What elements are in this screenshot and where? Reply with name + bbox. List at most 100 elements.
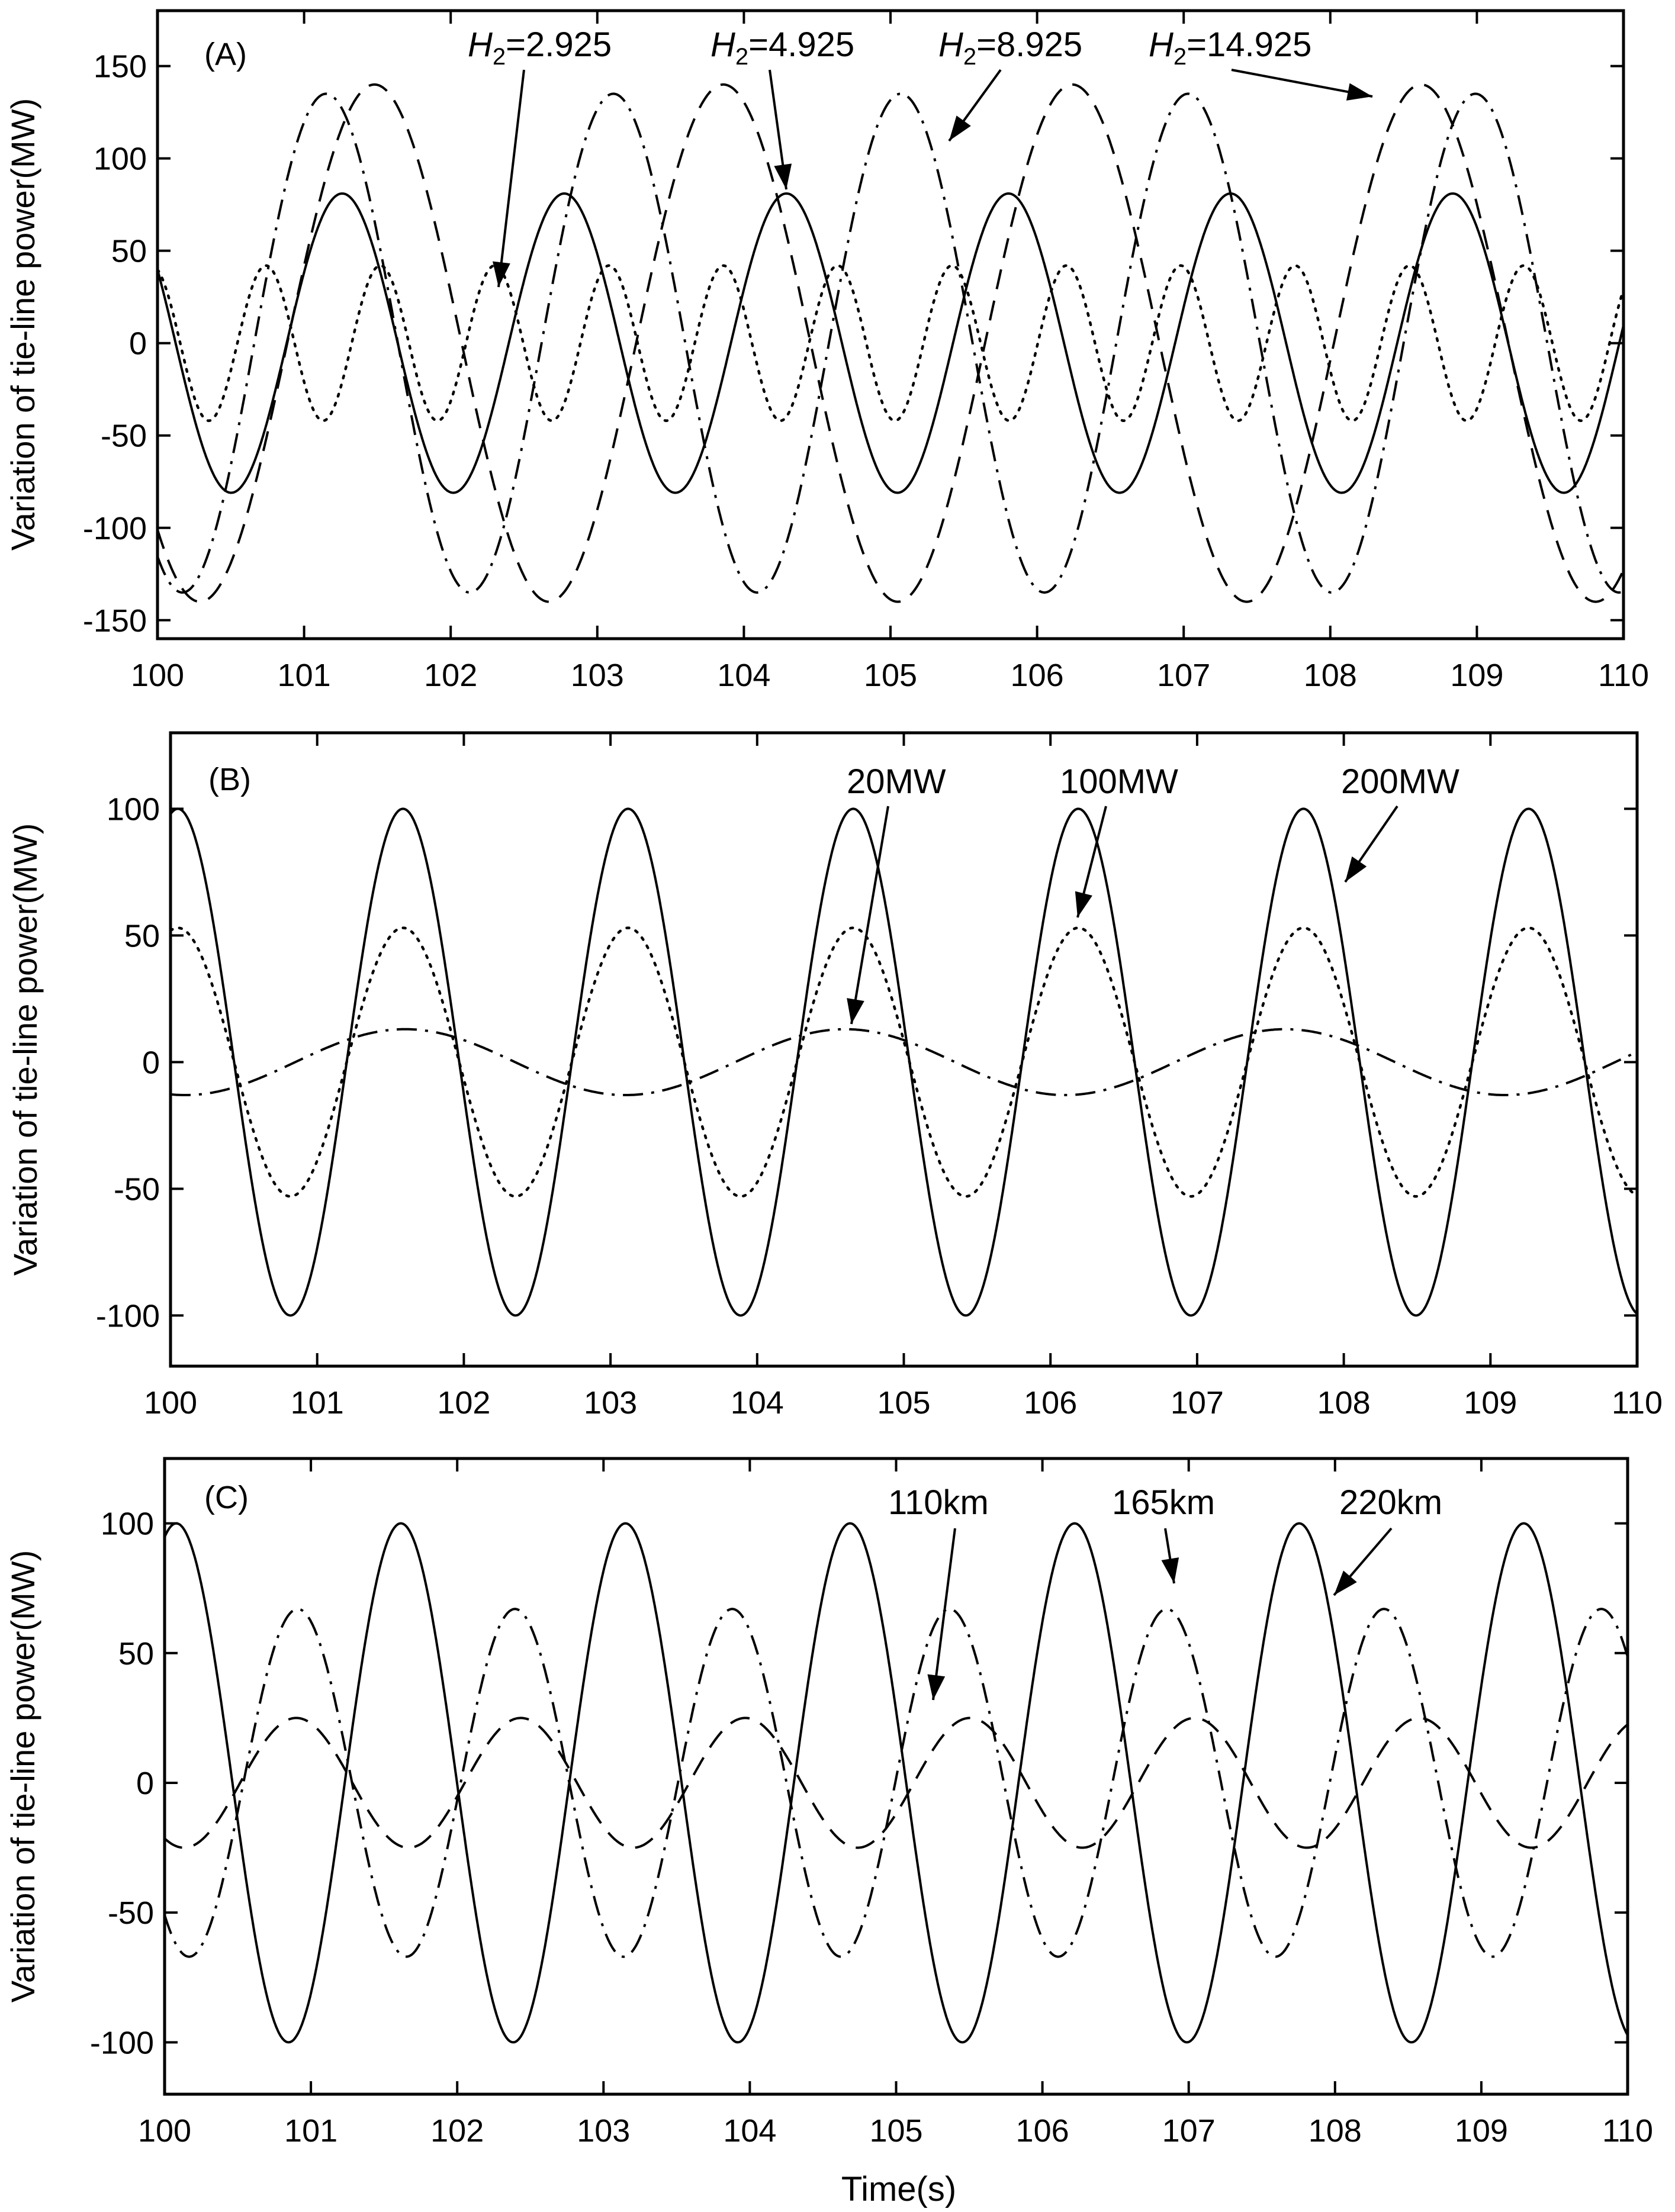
panel-c-xtick-label: 100 xyxy=(138,2113,191,2149)
panel-b-ytick-label: 0 xyxy=(142,1045,160,1080)
panel-a-arrowhead-1 xyxy=(774,163,792,189)
panel-c-curves xyxy=(163,1522,1629,2044)
panel-b-series-20mw xyxy=(170,1028,1638,1096)
panel-c-annotation-165km: 165km xyxy=(1112,1483,1215,1522)
panel-a-xtick-label: 107 xyxy=(1157,658,1210,693)
panel-b-series-200mw xyxy=(169,807,1638,1317)
panel-c-arrows xyxy=(927,1527,1393,1701)
panel-c-xtick-label: 106 xyxy=(1016,2113,1069,2149)
panel-c-xtick-label: 105 xyxy=(869,2113,922,2149)
panel-c-xtick-label: 107 xyxy=(1162,2113,1216,2149)
panel-a-curves xyxy=(156,83,1625,603)
panel-a-ytick-label: -100 xyxy=(83,511,147,546)
panel-b-xtick-label: 105 xyxy=(877,1385,930,1421)
panel-b-xtick-label: 109 xyxy=(1464,1385,1517,1421)
panel-c-xtick-label: 108 xyxy=(1309,2113,1362,2149)
panel-a-xtick-label: 108 xyxy=(1304,658,1357,693)
panel-c-ytick-label: 0 xyxy=(136,1766,154,1801)
panel-b-arrows xyxy=(847,805,1398,1025)
panel-b-annotation-200mw: 200MW xyxy=(1341,762,1459,801)
panel-c-ytick-label: 100 xyxy=(101,1506,154,1542)
panel-b-xtick-label: 106 xyxy=(1024,1385,1077,1421)
panel-b-xtick-label: 107 xyxy=(1171,1385,1224,1421)
panel-c-xtick-label: 103 xyxy=(577,2113,630,2149)
panel-a-xtick-label: 106 xyxy=(1011,658,1064,693)
panel-b-ytick-label: -100 xyxy=(96,1298,160,1334)
panel-b-arrowhead-1 xyxy=(1075,891,1092,917)
panel-c-ylabel: Variation of tie-line power(MW) xyxy=(4,1550,41,2003)
panel-c-xtick-label: 109 xyxy=(1455,2113,1508,2149)
panel-b-series-100mw xyxy=(169,926,1639,1198)
panel-a-ytick-label: 100 xyxy=(94,141,147,177)
panel-b-arrow-0 xyxy=(850,806,889,1025)
panel-c-ticks: 100 101 102 103 104 105 106 107 108 109 110 -100 -50… xyxy=(90,1458,1653,2149)
panel-c-xtick-label: 101 xyxy=(284,2113,337,2149)
panel-c-xtick-label: 104 xyxy=(723,2113,776,2149)
panel-b-ylabel: Variation of tie-line power(MW) xyxy=(7,823,44,1276)
panel-c-arrowhead-1 xyxy=(1161,1557,1179,1583)
panel-c-annotation-220km: 220km xyxy=(1339,1483,1442,1522)
panel-b-annotation-20mw: 20MW xyxy=(847,762,946,801)
panel-a-annotation-h2-4925: H2=4.925 xyxy=(710,25,854,70)
panel-b-xtick-label: 100 xyxy=(144,1385,197,1421)
panel-a-xtick-label: 104 xyxy=(717,658,770,693)
panel-a-series-h2-8-925 xyxy=(156,92,1624,594)
panel-a-annotation-h2-8925: H2=8.925 xyxy=(938,25,1082,70)
panel-a-xtick-label: 102 xyxy=(424,658,477,693)
panel-a-series-h2-14-925 xyxy=(156,83,1625,603)
panel-a-ytick-label: -150 xyxy=(83,603,147,639)
panel-a-series-h2-2-925 xyxy=(156,264,1625,423)
panel-b-xtick-label: 108 xyxy=(1317,1385,1371,1421)
panel-a-ylabel: Variation of tie-line power(MW) xyxy=(4,98,41,551)
panel-a-arrowhead-2 xyxy=(949,115,971,141)
panel-b-ytick-label: 50 xyxy=(124,918,160,954)
panel-a-arrow-0 xyxy=(497,69,525,288)
panel-a-xtick-label: 110 xyxy=(1598,658,1649,693)
panel-a-xtick-label: 103 xyxy=(571,658,624,693)
panel-a-tag: (A) xyxy=(204,37,247,72)
panel-a-xtick-label: 105 xyxy=(864,658,917,693)
panel-c-ytick-label: 50 xyxy=(118,1636,154,1672)
panel-b-ytick-label: -50 xyxy=(114,1171,160,1207)
panel-b-arrowhead-2 xyxy=(1345,856,1367,882)
panel-b: 100 101 102 103 104 105 106 107 108 109 110 -100 -50… xyxy=(7,731,1663,1421)
panel-a-arrowhead-0 xyxy=(492,261,510,287)
panel-b-ticks: 100 101 102 103 104 105 106 107 108 109 110 -100 -50… xyxy=(96,733,1663,1421)
panel-b-xtick-label: 110 xyxy=(1612,1385,1663,1421)
panel-c: 100 101 102 103 104 105 106 107 108 109 110 -100 -50… xyxy=(4,1457,1653,2208)
panel-a-arrows xyxy=(492,69,1373,288)
panel-c-xtick-label: 110 xyxy=(1602,2113,1653,2149)
panel-c-ytick-label: -100 xyxy=(90,2025,154,2060)
panel-b-curves xyxy=(169,807,1639,1317)
panel-a-ytick-label: -50 xyxy=(101,418,147,454)
panel-a-xtick-label: 109 xyxy=(1450,658,1503,693)
panel-c-series-110km xyxy=(163,1717,1629,1849)
panel-c-annotation-110km: 110km xyxy=(888,1483,989,1522)
panel-a-ticks: 100 101 102 103 104 105 106 107 108 109 110 -150 -10… xyxy=(83,11,1649,693)
panel-a-xtick-label: 100 xyxy=(131,658,184,693)
panel-c-arrowhead-0 xyxy=(927,1674,946,1700)
panel-a-ytick-label: 0 xyxy=(129,326,147,362)
panel-c-tag: (C) xyxy=(204,1480,249,1515)
panel-a-ytick-label: 50 xyxy=(111,234,147,269)
panel-c-ytick-label: -50 xyxy=(108,1895,154,1931)
panel-a-xtick-label: 101 xyxy=(278,658,331,693)
panel-a-annotation-h2-2925: H2=2.925 xyxy=(468,25,612,70)
panel-a-ytick-label: 150 xyxy=(94,49,147,85)
panel-b-ytick-label: 100 xyxy=(107,791,160,827)
panel-a: 100 101 102 103 104 105 106 107 108 109 110 -150 -10… xyxy=(4,9,1649,693)
panel-a-annotation-h2-14925: H2=14.925 xyxy=(1149,25,1311,70)
panel-b-tag: (B) xyxy=(208,762,251,797)
panel-c-arrow-0 xyxy=(932,1528,956,1701)
panel-b-xtick-label: 103 xyxy=(584,1385,637,1421)
panel-a-series-h2-4-925 xyxy=(156,192,1625,494)
panel-c-series-165km xyxy=(163,1608,1629,1958)
panel-b-arrowhead-0 xyxy=(847,998,864,1024)
panel-c-arrowhead-2 xyxy=(1334,1570,1357,1595)
panel-b-xtick-label: 101 xyxy=(291,1385,344,1421)
panel-c-series-220km xyxy=(163,1522,1629,2044)
panel-b-annotation-100mw: 100MW xyxy=(1060,762,1178,801)
panel-a-arrowhead-3 xyxy=(1346,83,1372,101)
